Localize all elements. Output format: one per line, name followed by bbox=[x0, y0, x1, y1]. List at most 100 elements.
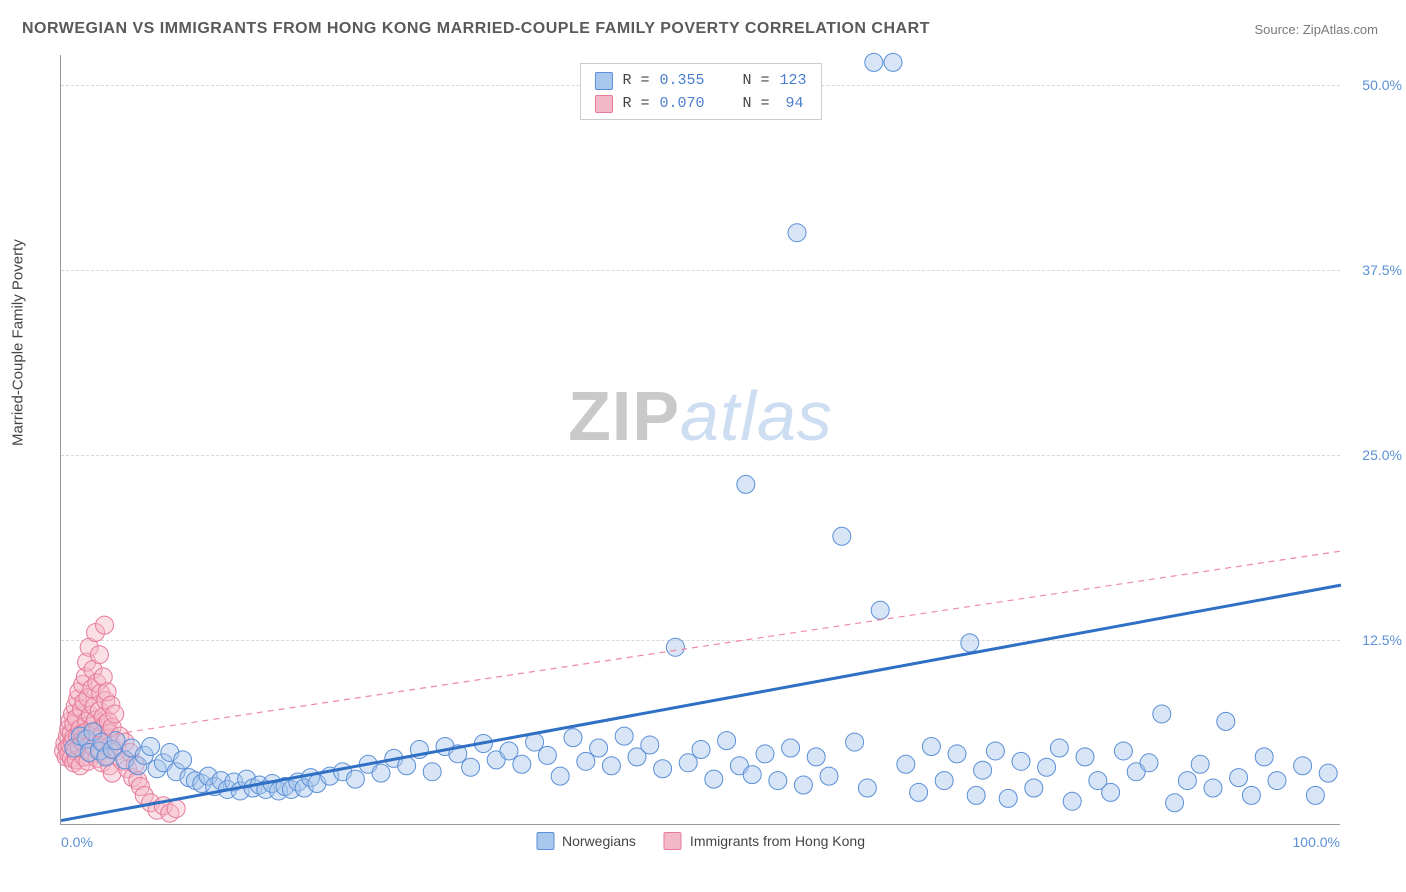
data-point bbox=[372, 764, 390, 782]
data-point bbox=[1255, 748, 1273, 766]
stats-row-0: R = 0.355 N = 123 bbox=[594, 70, 806, 93]
y-tick-label: 50.0% bbox=[1362, 77, 1402, 93]
stats-box: R = 0.355 N = 123 R = 0.070 N = 94 bbox=[579, 63, 821, 120]
stats-n-label-0: N = bbox=[743, 70, 770, 93]
data-point bbox=[897, 755, 915, 773]
data-point bbox=[858, 779, 876, 797]
data-point bbox=[96, 616, 114, 634]
data-point bbox=[833, 527, 851, 545]
legend-swatch-0 bbox=[536, 832, 554, 850]
data-point bbox=[1306, 786, 1324, 804]
x-tick-0: 0.0% bbox=[61, 834, 93, 850]
data-point bbox=[654, 760, 672, 778]
y-tick-label: 12.5% bbox=[1362, 632, 1402, 648]
data-point bbox=[167, 800, 185, 818]
stats-r-label-0: R = bbox=[622, 70, 649, 93]
data-point bbox=[1102, 783, 1120, 801]
data-point bbox=[142, 738, 160, 756]
y-axis-title: Married-Couple Family Poverty bbox=[10, 239, 27, 446]
chart-title: NORWEGIAN VS IMMIGRANTS FROM HONG KONG M… bbox=[22, 20, 930, 38]
data-point bbox=[615, 727, 633, 745]
data-point bbox=[90, 646, 108, 664]
source-label: Source: bbox=[1254, 22, 1302, 37]
data-point bbox=[641, 736, 659, 754]
data-point bbox=[1294, 757, 1312, 775]
stats-n-label-1: N = bbox=[743, 93, 770, 116]
data-point bbox=[1012, 752, 1030, 770]
data-point bbox=[577, 752, 595, 770]
data-point bbox=[692, 740, 710, 758]
data-point bbox=[986, 742, 1004, 760]
source-name: ZipAtlas.com bbox=[1303, 22, 1378, 37]
data-point bbox=[500, 742, 518, 760]
data-point bbox=[513, 755, 531, 773]
data-point bbox=[174, 751, 192, 769]
data-point bbox=[106, 705, 124, 723]
data-point bbox=[602, 757, 620, 775]
data-point bbox=[1140, 754, 1158, 772]
data-point bbox=[935, 772, 953, 790]
data-point bbox=[1076, 748, 1094, 766]
stats-swatch-0 bbox=[594, 72, 612, 90]
data-point bbox=[865, 53, 883, 71]
data-point bbox=[1153, 705, 1171, 723]
stats-swatch-1 bbox=[594, 95, 612, 113]
data-point bbox=[551, 767, 569, 785]
data-point bbox=[1038, 758, 1056, 776]
data-point bbox=[967, 786, 985, 804]
data-point bbox=[974, 761, 992, 779]
trend-line bbox=[61, 585, 1341, 820]
stats-n-value-0: 123 bbox=[780, 70, 807, 93]
data-point bbox=[769, 772, 787, 790]
legend: Norwegians Immigrants from Hong Kong bbox=[536, 832, 865, 850]
data-point bbox=[718, 732, 736, 750]
y-tick-label: 25.0% bbox=[1362, 447, 1402, 463]
data-point bbox=[782, 739, 800, 757]
data-point bbox=[922, 738, 940, 756]
trend-line bbox=[61, 551, 1341, 742]
data-point bbox=[807, 748, 825, 766]
legend-item-1: Immigrants from Hong Kong bbox=[664, 832, 865, 850]
data-point bbox=[1191, 755, 1209, 773]
data-point bbox=[743, 766, 761, 784]
data-point bbox=[756, 745, 774, 763]
data-point bbox=[820, 767, 838, 785]
data-point bbox=[961, 634, 979, 652]
data-point bbox=[884, 53, 902, 71]
data-point bbox=[346, 770, 364, 788]
data-point bbox=[1025, 779, 1043, 797]
stats-n-value-1: 94 bbox=[780, 93, 804, 116]
scatter-svg bbox=[61, 55, 1340, 824]
stats-row-1: R = 0.070 N = 94 bbox=[594, 93, 806, 116]
data-point bbox=[679, 754, 697, 772]
data-point bbox=[1230, 769, 1248, 787]
data-point bbox=[462, 758, 480, 776]
stats-r-value-1: 0.070 bbox=[659, 93, 704, 116]
legend-label-1: Immigrants from Hong Kong bbox=[690, 833, 865, 849]
data-point bbox=[564, 729, 582, 747]
data-point bbox=[1166, 794, 1184, 812]
data-point bbox=[590, 739, 608, 757]
data-point bbox=[999, 789, 1017, 807]
data-point bbox=[1319, 764, 1337, 782]
legend-item-0: Norwegians bbox=[536, 832, 636, 850]
y-tick-label: 37.5% bbox=[1362, 262, 1402, 278]
legend-label-0: Norwegians bbox=[562, 833, 636, 849]
x-tick-1: 100.0% bbox=[1293, 834, 1340, 850]
data-point bbox=[1268, 772, 1286, 790]
data-point bbox=[910, 783, 928, 801]
data-point bbox=[788, 224, 806, 242]
data-point bbox=[666, 638, 684, 656]
data-point bbox=[737, 475, 755, 493]
data-point bbox=[871, 601, 889, 619]
stats-r-value-0: 0.355 bbox=[659, 70, 704, 93]
data-point bbox=[705, 770, 723, 788]
data-point bbox=[1242, 786, 1260, 804]
stats-r-label-1: R = bbox=[622, 93, 649, 116]
data-point bbox=[538, 746, 556, 764]
source-attribution: Source: ZipAtlas.com bbox=[1254, 22, 1378, 37]
data-point bbox=[1178, 772, 1196, 790]
data-point bbox=[1114, 742, 1132, 760]
data-point bbox=[948, 745, 966, 763]
data-point bbox=[423, 763, 441, 781]
